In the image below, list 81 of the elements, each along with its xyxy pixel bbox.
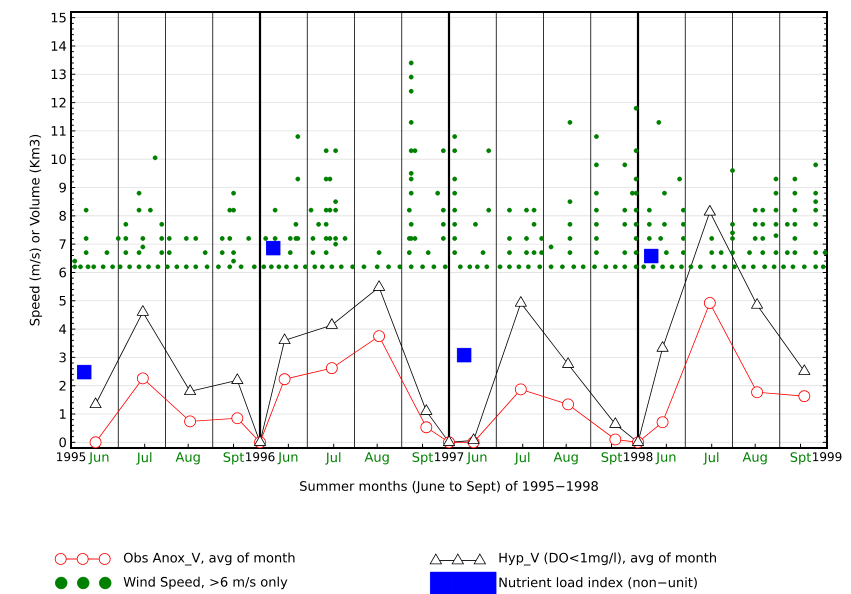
point <box>373 330 385 342</box>
x-tick-label: 1999 <box>813 452 842 462</box>
point <box>609 417 622 428</box>
point <box>90 436 102 448</box>
y-tick-label: 1 <box>60 409 66 419</box>
x-tick-label: 1997 <box>435 452 464 462</box>
y-tick-label: 2 <box>59 380 66 391</box>
y-axis-title: Speed (m/s) or Volume (Km3) <box>29 134 42 326</box>
y-tick-label: 12 <box>52 98 66 108</box>
point <box>420 421 432 434</box>
point <box>442 435 456 446</box>
point <box>644 248 658 264</box>
point <box>136 305 149 316</box>
x-tick-label: Jun <box>278 452 298 464</box>
y-tick-label: 6 <box>59 268 66 278</box>
x-tick-label: 1995 <box>57 452 86 462</box>
point <box>798 364 810 375</box>
point <box>514 383 527 396</box>
point <box>609 434 622 446</box>
point <box>514 296 527 307</box>
point <box>254 435 266 446</box>
x-tick-label: Aug <box>742 452 767 464</box>
y-tick-label: 15 <box>52 12 66 22</box>
point <box>266 240 280 256</box>
point <box>562 357 574 368</box>
point <box>456 348 472 362</box>
y-tick-label: 0 <box>59 437 66 448</box>
point <box>326 318 338 329</box>
x-tick-label: 1996 <box>246 452 275 462</box>
legend-label: Nutrient load index (non−unit) <box>499 577 697 589</box>
point <box>751 386 763 398</box>
y-tick-label: 9 <box>59 182 66 192</box>
y-tick-label: 11 <box>52 126 66 136</box>
point <box>136 372 149 384</box>
point <box>278 373 290 386</box>
x-tick-label: Jul <box>136 452 152 465</box>
y-tick-label: 4 <box>59 324 66 334</box>
x-axis-title: Summer months (June to Sept) of 1995−1998 <box>300 480 598 494</box>
point <box>704 204 716 216</box>
x-tick-label: Jun <box>88 452 108 464</box>
y-tick-label: 7 <box>60 239 66 249</box>
y-tick-label: 14 <box>52 41 66 51</box>
point <box>373 280 386 291</box>
x-tick-label: Spt <box>602 452 622 465</box>
x-tick-label: Spt <box>790 452 812 465</box>
x-tick-label: Aug <box>554 452 578 464</box>
legend-label: Obs Anox_V, avg of month <box>124 552 294 566</box>
x-tick-label: Jul <box>514 452 530 465</box>
x-tick-label: Jun <box>656 452 676 464</box>
y-tick-label: 10 <box>52 154 66 164</box>
point <box>798 390 810 402</box>
point <box>278 334 291 344</box>
point <box>326 362 338 374</box>
x-tick-label: Aug <box>364 452 389 464</box>
x-tick-label: Aug <box>176 452 200 464</box>
x-tick-label: Jul <box>325 452 340 465</box>
point <box>751 298 764 309</box>
point <box>77 364 92 380</box>
x-tick-label: Spt <box>224 452 244 465</box>
y-tick-label: 3 <box>60 352 66 362</box>
point <box>656 416 668 428</box>
legend-label: Hyp_V (DO<1mg/l), avg of month <box>499 552 716 566</box>
x-tick-label: Spt <box>412 452 434 465</box>
y-tick-label: 13 <box>52 69 66 80</box>
point <box>562 398 574 410</box>
point <box>420 404 432 415</box>
point <box>656 341 669 352</box>
x-tick-label: Jun <box>466 452 486 464</box>
y-tick-label: 5 <box>60 296 66 306</box>
point <box>704 297 716 309</box>
point <box>468 433 480 444</box>
x-tick-label: Jul <box>703 452 718 465</box>
point <box>632 435 644 446</box>
y-tick-label: 8 <box>59 210 66 221</box>
x-tick-label: 1998 <box>624 452 652 462</box>
point <box>90 397 102 408</box>
point <box>184 384 196 396</box>
legend-label: Wind Speed, >6 m/s only <box>124 576 288 590</box>
point <box>184 415 196 428</box>
point <box>231 412 244 424</box>
point <box>231 373 244 384</box>
